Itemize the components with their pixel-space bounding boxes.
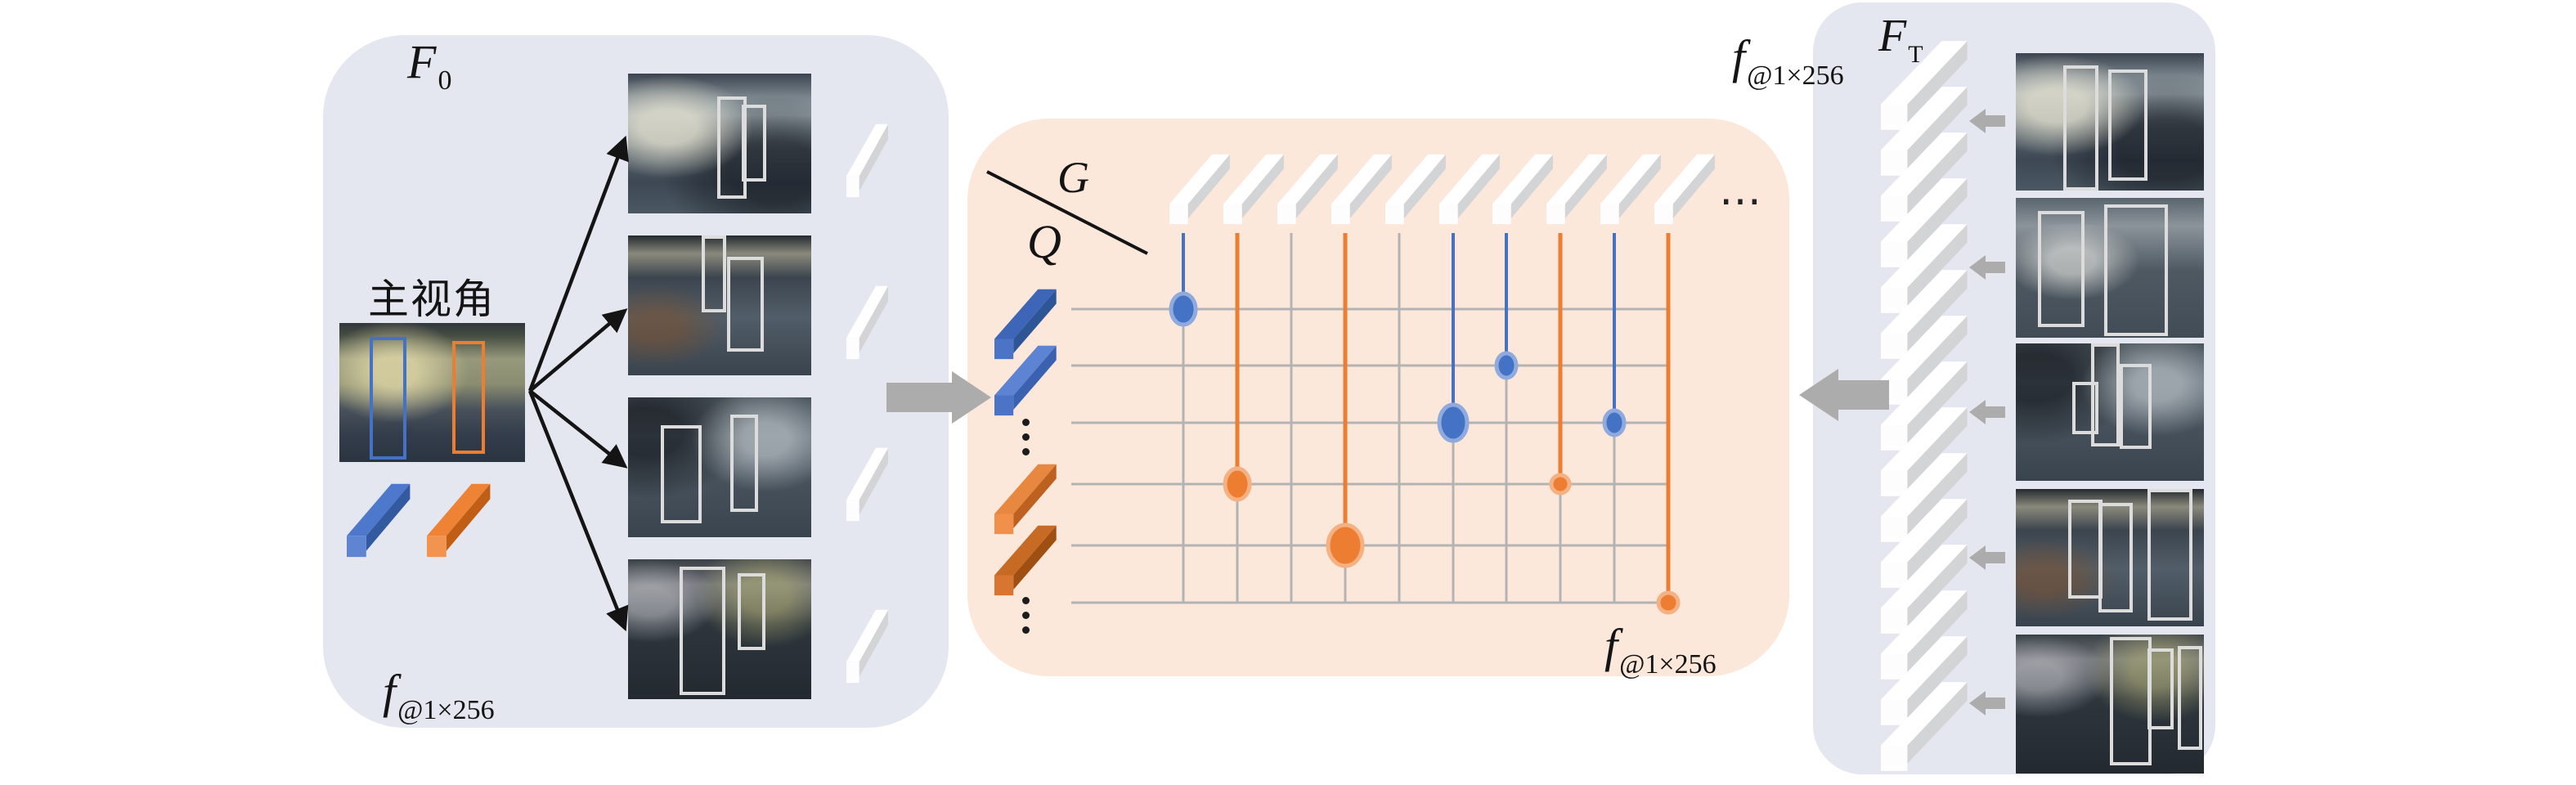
- query-view-feature-bar-3: [846, 446, 894, 522]
- matrix-query-token-3: [994, 463, 1065, 535]
- gallery-set-symbol: F: [1878, 11, 1907, 61]
- gallery-feature-bar-13: [1881, 589, 1979, 680]
- gallery-token-bar-8: [1546, 153, 1615, 225]
- main-view-caption: 主视角: [368, 276, 496, 322]
- person-bounding-box: [738, 573, 765, 651]
- matrix-feature-symbol: f: [1604, 619, 1618, 672]
- person-bounding-box: [2119, 364, 2152, 450]
- gallery-feature-bar-11: [1881, 497, 1979, 589]
- gallery-token-bar-7: [1492, 153, 1561, 225]
- query-axis-label: Q: [1027, 215, 1061, 268]
- gallery-ellipsis: ⋯: [1719, 178, 1765, 225]
- gallery-token-bar-10: [1654, 153, 1723, 225]
- gallery-camera-view-3: [2016, 343, 2204, 481]
- gallery-feature-bar-14: [1881, 635, 1979, 726]
- gallery-feature-bar-10: [1881, 451, 1979, 543]
- query-set-subscript: 0: [438, 65, 452, 96]
- gallery-camera-view-5: [2016, 635, 2204, 774]
- person-bounding-box: [2147, 648, 2174, 729]
- query-view-feature-bar-4: [846, 608, 894, 684]
- gallery-feature-subscript: @1×256: [1747, 61, 1844, 91]
- person-bounding-box: [2110, 637, 2152, 765]
- query-set-symbol: F: [407, 35, 437, 88]
- person-bounding-box: [2147, 489, 2193, 621]
- person-bounding-box: [730, 414, 759, 513]
- query-set-label: F0: [407, 34, 451, 96]
- gallery-set-label: FT: [1878, 10, 1923, 68]
- gallery-feature-bar-4: [1881, 177, 1979, 268]
- person-bounding-box: [701, 236, 726, 313]
- person-bounding-box: [2104, 204, 2169, 336]
- person-bounding-box: [717, 96, 747, 200]
- gallery-feature-bar-15: [1881, 680, 1979, 772]
- person-bounding-box: [741, 104, 766, 182]
- person-bounding-box: [2098, 502, 2133, 613]
- gallery-feature-bar-5: [1881, 222, 1979, 314]
- gallery-feature-bar-3: [1881, 131, 1979, 222]
- person-bounding-box: [726, 256, 764, 352]
- query-camera-view-1: [628, 74, 811, 213]
- gallery-set-subscript: T: [1908, 41, 1923, 68]
- person-bounding-box: [2091, 343, 2120, 446]
- person-bounding-box: [2107, 70, 2147, 182]
- query-token-blue: [347, 482, 419, 558]
- matrix-query-token-1: [994, 288, 1065, 360]
- query-camera-view-4: [628, 559, 811, 699]
- person-bounding-box: [2037, 211, 2085, 327]
- person-bounding-box: [452, 341, 485, 454]
- matrix-feature-label: f@1×256: [1604, 618, 1717, 680]
- query-feature-symbol: f: [383, 665, 397, 718]
- query-view-feature-bar-2: [846, 285, 894, 360]
- gallery-feature-label: f@1×256: [1732, 29, 1844, 91]
- main-view-frame: [339, 323, 525, 462]
- query-feature-subscript: @1×256: [397, 695, 495, 725]
- person-bounding-box: [679, 566, 725, 695]
- gallery-token-bar-3: [1277, 153, 1346, 225]
- query-token-orange: [427, 482, 499, 558]
- gallery-token-bar-5: [1385, 153, 1454, 225]
- gallery-camera-view-2: [2016, 198, 2204, 338]
- query-camera-view-2: [628, 236, 811, 375]
- gallery-token-bar-4: [1331, 153, 1400, 225]
- query-camera-view-3: [628, 397, 811, 537]
- gallery-token-bar-1: [1169, 153, 1238, 225]
- gallery-camera-view-1: [2016, 53, 2204, 191]
- gallery-token-bar-6: [1439, 153, 1508, 225]
- gallery-token-bar-2: [1223, 153, 1292, 225]
- person-bounding-box: [2177, 645, 2202, 751]
- matrix-query-token-2: [994, 344, 1065, 416]
- matrix-feature-subscript: @1×256: [1619, 649, 1717, 680]
- gallery-feature-bar-9: [1881, 406, 1979, 497]
- person-bounding-box: [2068, 500, 2103, 599]
- person-bounding-box: [2072, 382, 2099, 434]
- gallery-axis-label: G: [1057, 153, 1089, 202]
- query-view-feature-bar-1: [846, 123, 894, 198]
- person-bounding-box: [2062, 65, 2099, 191]
- gallery-feature-bar-2: [1881, 85, 1979, 177]
- person-bounding-box: [370, 337, 406, 460]
- gallery-camera-view-4: [2016, 489, 2204, 626]
- gallery-token-bar-9: [1600, 153, 1669, 225]
- gallery-feature-bar-12: [1881, 543, 1979, 635]
- matrix-query-token-4: [994, 524, 1065, 596]
- gallery-feature-bar-1: [1881, 39, 1979, 131]
- person-bounding-box: [661, 425, 702, 523]
- query-feature-label: f@1×256: [383, 664, 495, 725]
- gallery-feature-symbol: f: [1732, 30, 1746, 83]
- gallery-feature-bar-8: [1881, 360, 1979, 451]
- gallery-feature-bar-6: [1881, 268, 1979, 360]
